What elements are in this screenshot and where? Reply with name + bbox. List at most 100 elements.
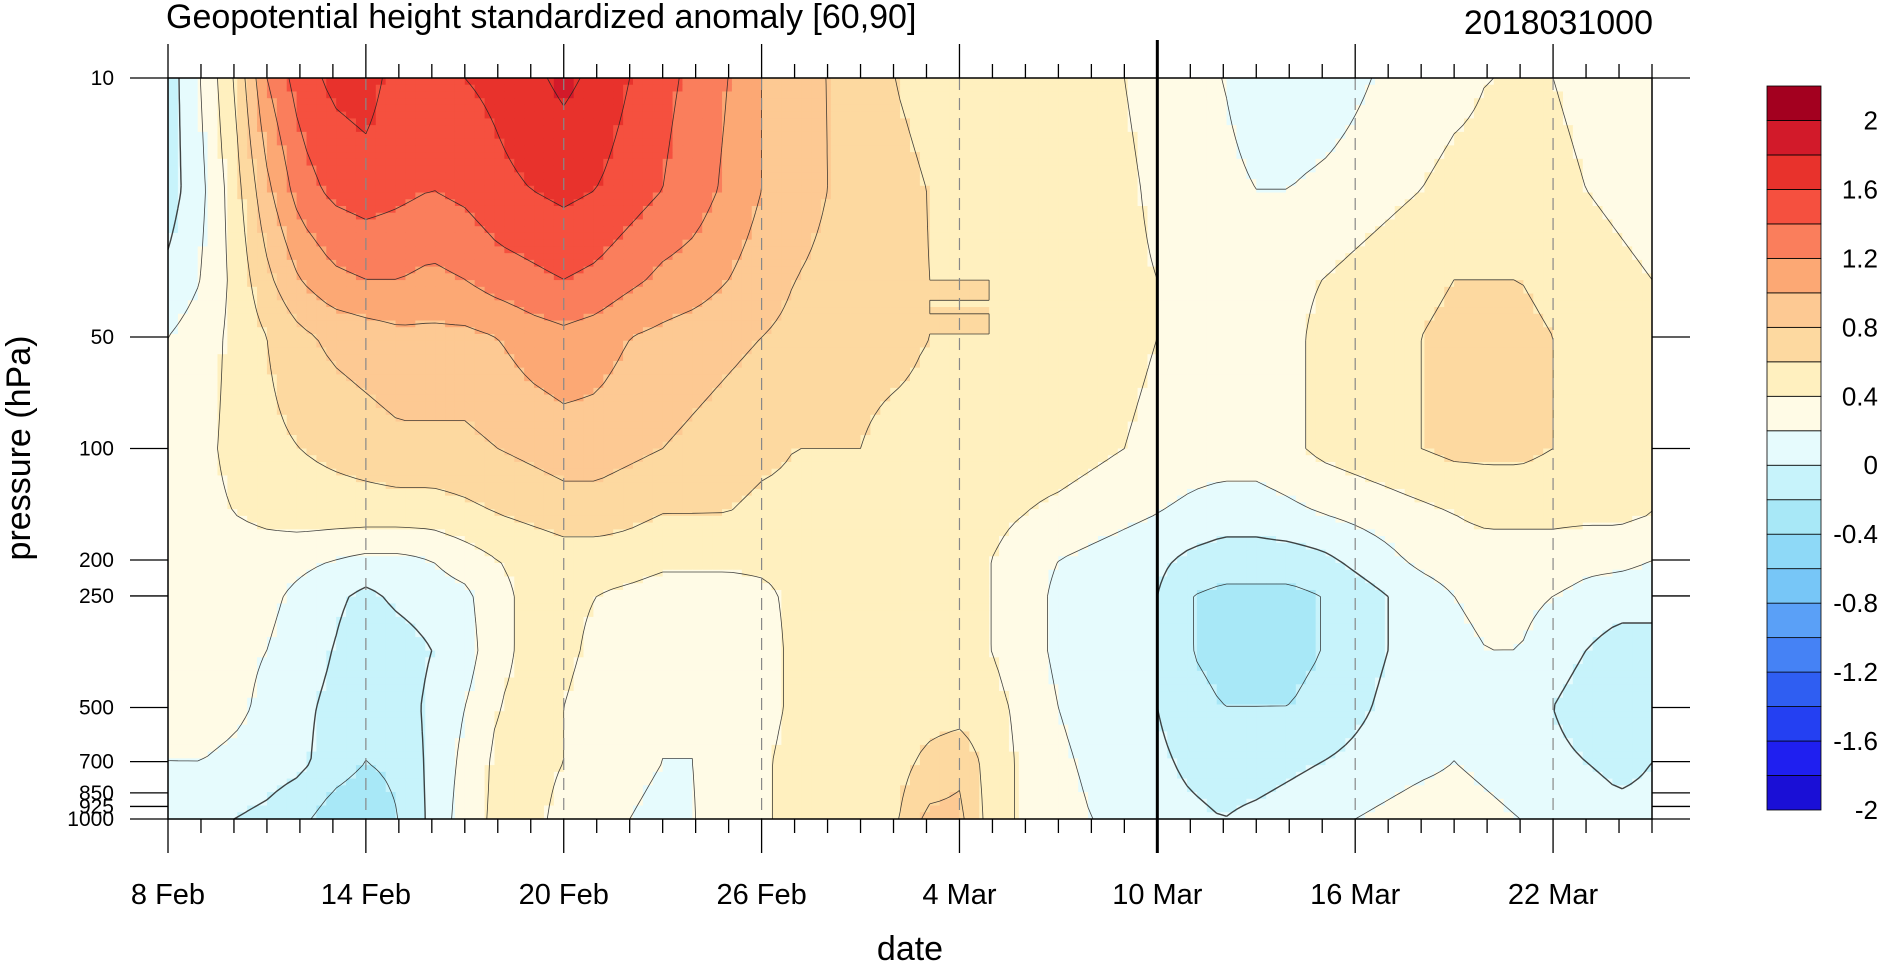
contour-cell (237, 131, 248, 140)
contour-cell (1117, 199, 1129, 207)
contour-cell (1483, 172, 1495, 180)
contour-cell (900, 185, 911, 194)
contour-cell (1226, 78, 1238, 86)
contour-cell (207, 219, 219, 227)
contour-cell (850, 111, 862, 120)
contour-cell (1048, 138, 1059, 146)
contour-cell (1315, 293, 1327, 301)
contour-cell (1493, 172, 1505, 180)
contour-cell (296, 266, 308, 274)
contour-cell (1592, 239, 1604, 248)
contour-cell (900, 212, 911, 221)
contour-cell (1206, 293, 1218, 301)
contour-cell (1038, 165, 1050, 173)
contour-cell (365, 98, 377, 106)
contour-cell (830, 273, 842, 281)
contour-cell (583, 152, 595, 160)
contour-cell (672, 152, 684, 160)
contour-cell (187, 78, 199, 86)
contour-cell (850, 179, 862, 187)
contour-cell (286, 259, 298, 268)
contour-cell (771, 172, 782, 180)
contour-cell (979, 219, 990, 227)
contour-cell (731, 286, 743, 295)
contour-cell (168, 273, 179, 281)
contour-cell (1374, 226, 1386, 234)
contour-cell (1028, 78, 1040, 86)
contour-cell (1078, 98, 1089, 106)
contour-cell (761, 158, 773, 167)
contour-cell (672, 78, 684, 86)
contour-cell (1236, 78, 1247, 86)
contour-cell (553, 246, 565, 254)
contour-cell (702, 212, 713, 221)
contour-cell (227, 192, 238, 200)
contour-cell (1325, 266, 1337, 274)
contour-cell (573, 172, 585, 180)
contour-cell (850, 293, 862, 301)
contour-cell (712, 165, 723, 173)
contour-cell (1374, 125, 1386, 133)
contour-cell (741, 98, 753, 106)
contour-cell (1028, 98, 1040, 106)
contour-cell (1117, 253, 1129, 261)
contour-cell (197, 246, 209, 254)
contour-cell (632, 104, 644, 113)
contour-cell (266, 259, 278, 268)
contour-cell (543, 172, 555, 180)
contour-cell (702, 152, 713, 160)
contour-cell (296, 199, 308, 207)
contour-cell (1612, 286, 1623, 295)
contour-cell (553, 158, 565, 167)
contour-cell (355, 104, 367, 113)
contour-cell (919, 179, 931, 187)
contour-cell (1137, 199, 1149, 207)
contour-cell (1187, 98, 1198, 106)
contour-cell (1078, 273, 1089, 281)
contour-cell (1335, 138, 1346, 146)
contour-cell (1236, 266, 1247, 274)
contour-cell (919, 226, 931, 234)
contour-cell (890, 98, 901, 106)
contour-cell (425, 145, 436, 153)
contour-cell (197, 91, 209, 99)
contour-cell (484, 199, 496, 207)
contour-cell (1266, 84, 1277, 93)
contour-cell (702, 98, 713, 106)
contour-cell (1295, 78, 1307, 86)
contour-cell (1602, 152, 1614, 160)
contour-cell (1137, 179, 1149, 187)
contour-cell (168, 259, 179, 268)
contour-cell (1434, 131, 1445, 140)
contour-cell (1444, 212, 1455, 221)
contour-cell (593, 280, 604, 288)
contour-cell (1513, 78, 1524, 86)
contour-cell (227, 246, 238, 254)
contour-cell (257, 91, 268, 99)
contour-cell (870, 98, 881, 106)
contour-cell (1127, 259, 1139, 268)
contour-cell (563, 104, 575, 113)
contour-cell (474, 226, 486, 234)
contour-cell (702, 104, 713, 113)
contour-cell (1315, 232, 1327, 241)
contour-cell (435, 199, 446, 207)
contour-cell (405, 145, 416, 153)
contour-cell (296, 84, 308, 93)
contour-cell (454, 104, 466, 113)
contour-cell (425, 172, 436, 180)
contour-cell (820, 185, 832, 194)
contour-cell (880, 226, 891, 234)
contour-cell (1236, 226, 1247, 234)
contour-cell (306, 104, 317, 113)
contour-cell (514, 300, 525, 308)
contour-cell (880, 78, 891, 86)
contour-cell (326, 158, 337, 167)
contour-cell (1523, 266, 1534, 274)
contour-cell (1018, 104, 1030, 113)
contour-cell (1642, 84, 1653, 93)
contour-cell (1374, 165, 1386, 173)
contour-cell (692, 253, 703, 261)
contour-cell (326, 280, 337, 288)
contour-cell (603, 219, 614, 227)
